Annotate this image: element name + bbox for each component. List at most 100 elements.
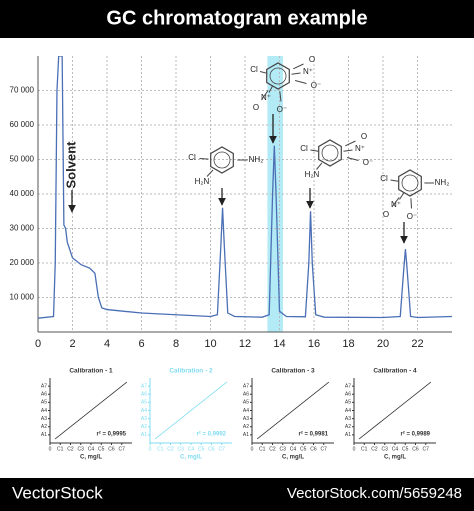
y-tick-label: A6 xyxy=(345,392,351,398)
x-axis-label: C, mg/L xyxy=(384,455,406,461)
y-tick-label: 20 000 xyxy=(10,258,35,267)
y-tick-label: 30 000 xyxy=(10,224,35,233)
y-tick-label: A7 xyxy=(243,383,249,389)
molecule-bond xyxy=(343,149,353,152)
y-tick-label: A4 xyxy=(41,408,47,414)
molecule-ring xyxy=(398,169,422,197)
y-tick-label: A6 xyxy=(141,392,147,398)
x-tick-label: 8 xyxy=(173,338,179,350)
molecule-label: N⁺ xyxy=(303,67,313,76)
y-tick-label: A5 xyxy=(345,400,351,406)
r2-annotation: r² = 0,9995 xyxy=(96,431,126,438)
x-tick-label: C5 xyxy=(98,446,105,452)
x-tick-label: C7 xyxy=(423,446,430,452)
calibration-chart: Calibration - 3 A1 A2 A3 A4 A5 A6 A7 0 C1 C2 C3 C4 C5… xyxy=(243,368,334,461)
series-line xyxy=(54,381,128,440)
y-tick-label: A1 xyxy=(243,432,249,438)
y-tick-label: A7 xyxy=(141,383,147,389)
molecule-label: NH₂ xyxy=(249,155,264,164)
y-tick-label: A7 xyxy=(345,383,351,389)
molecule-label: O xyxy=(309,55,315,64)
calibration-title: Calibration - 2 xyxy=(169,368,213,375)
y-tick-label: A3 xyxy=(41,416,47,422)
x-tick-label: C5 xyxy=(198,446,205,452)
x-tick-label: 12 xyxy=(239,338,251,350)
x-tick-label: 0 xyxy=(49,446,52,452)
molecule-bond xyxy=(261,90,269,101)
x-tick-label: 22 xyxy=(411,338,423,350)
annotation: Solvent xyxy=(63,141,78,189)
molecule-bond xyxy=(346,157,359,161)
y-tick-label: A1 xyxy=(141,432,147,438)
molecule-bond xyxy=(279,91,282,102)
x-tick-label: 6 xyxy=(138,338,144,350)
y-tick-label: A5 xyxy=(243,400,249,406)
x-tick-label: C4 xyxy=(188,446,195,452)
x-tick-label: 2 xyxy=(69,338,75,350)
arrows xyxy=(68,114,408,244)
y-tick-label: 10 000 xyxy=(10,293,35,302)
molecule-ring-inner xyxy=(213,151,231,169)
y-tick-label: A2 xyxy=(41,424,47,430)
molecule-label: O xyxy=(383,210,389,219)
molecule-label: O⁻ xyxy=(311,81,321,90)
x-tick-label: C4 xyxy=(392,446,399,452)
series-line xyxy=(38,56,452,319)
x-tick-label: C6 xyxy=(310,446,317,452)
x-tick-label: C1 xyxy=(259,446,266,452)
molecule-bond xyxy=(259,71,268,74)
molecule-ring-inner xyxy=(269,67,287,85)
x-axis-label: C, mg/L xyxy=(282,455,304,461)
molecule-label: Cl xyxy=(188,153,196,162)
x-tick-label: 18 xyxy=(342,338,354,350)
x-tick-label: C6 xyxy=(208,446,215,452)
x-tick-label: 14 xyxy=(273,338,285,350)
molecule-label: O⁻ xyxy=(277,105,287,114)
footer-url: VectorStock.com/5659248 xyxy=(287,485,462,502)
y-tick-label: A1 xyxy=(41,432,47,438)
x-tick-label: 0 xyxy=(251,446,254,452)
x-tick-label: 20 xyxy=(377,338,389,350)
series-line xyxy=(358,381,432,440)
molecule-ring xyxy=(210,146,234,174)
r2-annotation: r² = 0,9989 xyxy=(400,431,430,438)
x-tick-label: C2 xyxy=(67,446,74,452)
calibration-title: Calibration - 4 xyxy=(373,368,417,375)
x-tick-label: C3 xyxy=(382,446,389,452)
molecule-bond xyxy=(345,140,356,147)
x-tick-label: C4 xyxy=(290,446,297,452)
y-tick-label: 70 000 xyxy=(10,86,35,95)
y-tick-label: 60 000 xyxy=(10,120,35,129)
x-tick-label: C7 xyxy=(321,446,328,452)
footer-bar xyxy=(0,478,474,511)
x-tick-label: C1 xyxy=(157,446,164,452)
x-tick-label: C1 xyxy=(57,446,64,452)
molecule-ring-inner xyxy=(401,174,419,192)
y-tick-label: A2 xyxy=(141,424,147,430)
molecule-bond xyxy=(390,179,399,182)
page-title: GC chromatogram example xyxy=(106,7,367,29)
x-tick-label: C5 xyxy=(300,446,307,452)
molecule-bond xyxy=(316,162,323,170)
x-tick-label: C3 xyxy=(280,446,287,452)
y-tick-label: A1 xyxy=(345,432,351,438)
calibration-title: Calibration - 1 xyxy=(69,368,113,375)
x-tick-label: C6 xyxy=(108,446,115,452)
x-tick-label: C7 xyxy=(219,446,226,452)
main-chart: 10 000 20 000 30 000 40 000 50 000 60 000 70 0… xyxy=(10,55,452,350)
y-tick-label: A2 xyxy=(243,424,249,430)
series-line xyxy=(256,381,330,440)
y-tick-label: A2 xyxy=(345,424,351,430)
molecule-label: O xyxy=(253,103,259,112)
r2-annotation: r² = 0,9992 xyxy=(196,431,226,438)
y-tick-label: A3 xyxy=(243,416,249,422)
x-tick-label: C6 xyxy=(412,446,419,452)
x-tick-label: 0 xyxy=(35,338,41,350)
molecule-label: H₂N xyxy=(305,170,320,179)
x-tick-label: C2 xyxy=(371,446,378,452)
x-tick-label: 0 xyxy=(353,446,356,452)
molecule-bond xyxy=(391,197,400,208)
x-tick-label: C4 xyxy=(88,446,95,452)
molecule-label: O⁻ xyxy=(407,212,417,221)
